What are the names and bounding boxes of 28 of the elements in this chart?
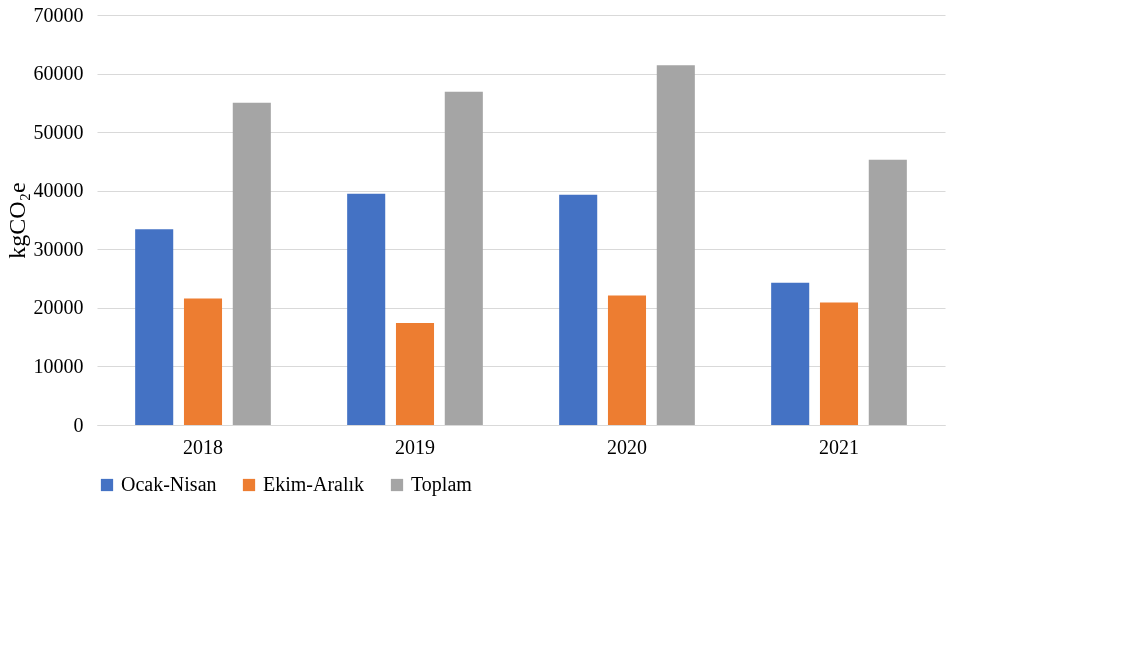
x-tick-label: 2021: [819, 435, 859, 458]
bar: [559, 194, 598, 425]
bar: [607, 295, 647, 425]
legend-label: Ekim-Aralık: [263, 473, 365, 495]
legend-label: Ocak-Nisan: [121, 473, 217, 495]
x-tick-label: 2020: [607, 435, 647, 458]
bar: [347, 193, 386, 425]
bar: [771, 282, 810, 425]
bar: [868, 159, 907, 425]
y-axis-title: kgCO₂e: [3, 182, 30, 259]
bar: [819, 302, 859, 425]
y-tick-label: 50000: [33, 120, 84, 143]
y-tick-label: 60000: [33, 62, 84, 85]
bar: [444, 91, 483, 425]
legend-label: Toplam: [411, 473, 473, 496]
bar: [656, 65, 695, 425]
bar: [395, 323, 435, 425]
bar: [183, 298, 223, 425]
x-tick-label: 2019: [395, 435, 435, 458]
bar: [135, 229, 174, 425]
bar: [232, 102, 271, 425]
y-tick-label: 30000: [33, 237, 84, 260]
x-tick-label: 2018: [183, 435, 223, 458]
y-tick-label: 20000: [33, 296, 84, 319]
y-tick-label: 0: [73, 413, 84, 436]
y-tick-label: 70000: [33, 3, 84, 26]
y-tick-label: 10000: [33, 354, 84, 377]
y-tick-label: 40000: [33, 179, 84, 202]
